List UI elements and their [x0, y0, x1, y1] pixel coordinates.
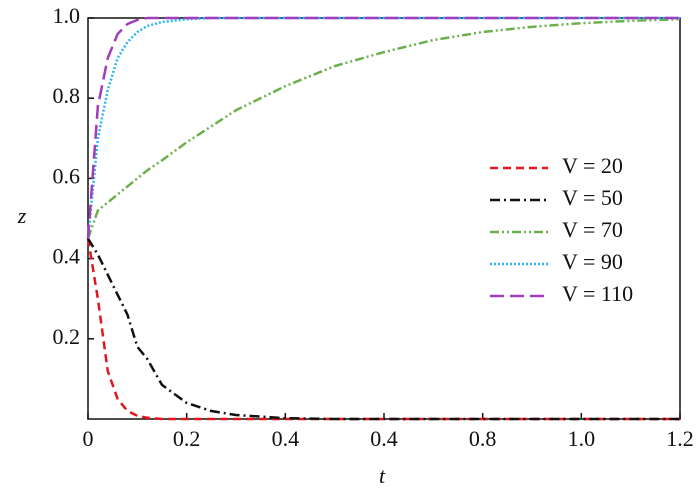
- y-tick-label: 0.4: [53, 244, 81, 269]
- series-line: [86, 16, 680, 239]
- x-tick-label: 1.2: [666, 426, 694, 451]
- legend-label: V = 70: [562, 217, 623, 242]
- legend-label: V = 20: [562, 153, 623, 178]
- legend-label: V = 90: [562, 249, 623, 274]
- x-tick-label: 0.8: [469, 426, 497, 451]
- y-tick-label: 0.2: [53, 324, 81, 349]
- y-tick-label: 1.0: [53, 3, 81, 28]
- series-line: [86, 17, 681, 239]
- x-tick-label: 0: [83, 426, 94, 451]
- x-tick-label: 0.4: [370, 426, 398, 451]
- y-axis-label: z: [17, 203, 27, 228]
- y-tick-label: 0.8: [53, 83, 81, 108]
- x-tick-label: 0.2: [173, 426, 201, 451]
- legend-label: V = 50: [562, 185, 623, 210]
- legend-label: V = 110: [562, 281, 633, 306]
- y-tick-label: 0.6: [53, 163, 81, 188]
- series-line: [86, 237, 680, 421]
- x-tick-label: 0.4: [272, 426, 300, 451]
- x-axis-label: t: [379, 463, 386, 488]
- series-line: [86, 16, 680, 239]
- x-tick-label: 1.0: [568, 426, 596, 451]
